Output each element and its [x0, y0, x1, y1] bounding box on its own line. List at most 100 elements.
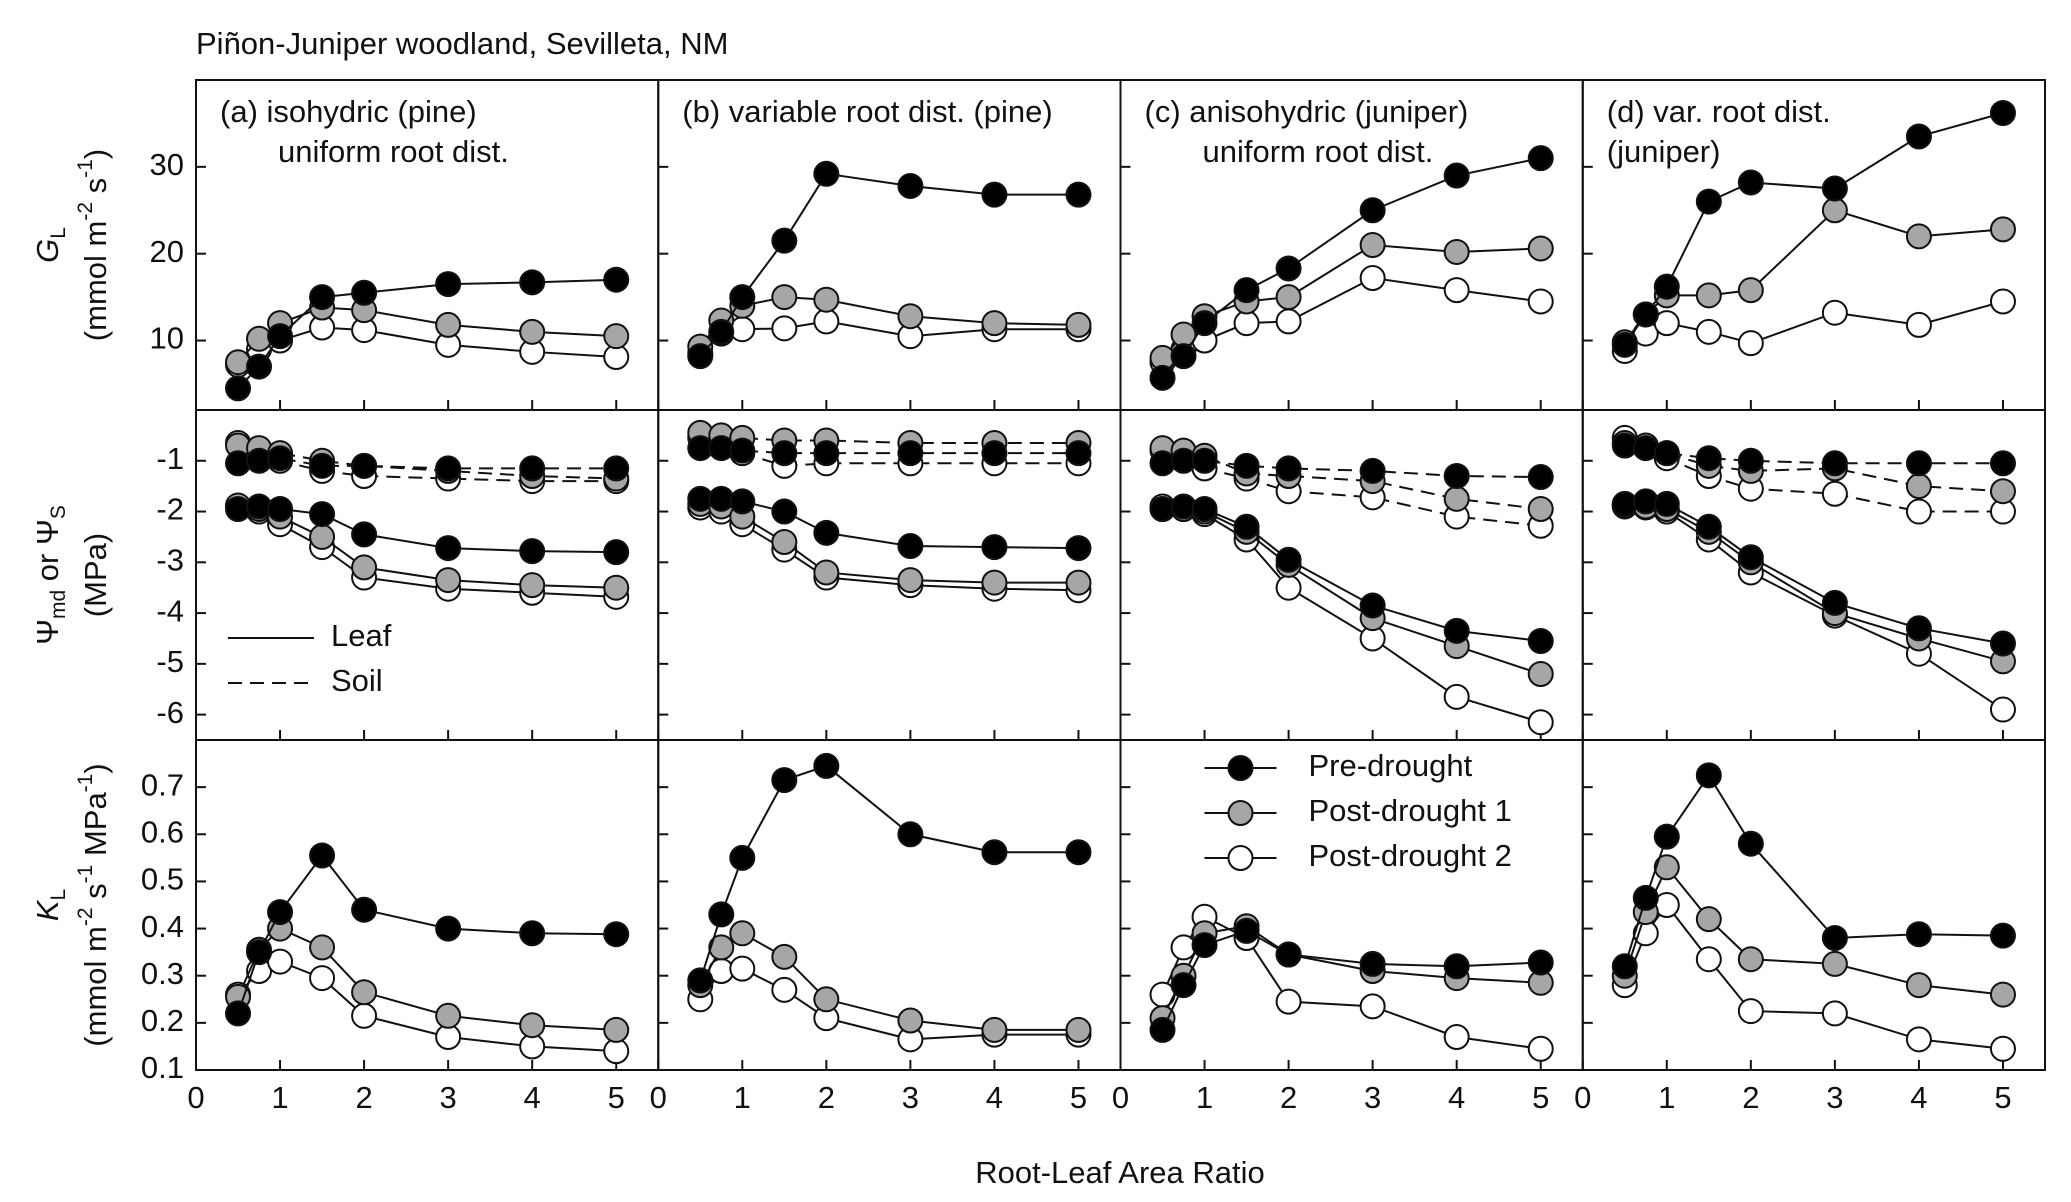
- x-tick-label: 4: [1448, 1080, 1465, 1115]
- data-point: [1065, 181, 1092, 208]
- data-point: [435, 271, 462, 298]
- y-tick-label: 0.4: [141, 909, 184, 944]
- series-line: [1623, 209, 2004, 343]
- data-point: [1527, 709, 1554, 736]
- panel-frame: [1581, 79, 2046, 411]
- data-point: [1905, 311, 1932, 338]
- data-point: [1527, 949, 1554, 976]
- data-point: [519, 455, 546, 482]
- y-tick-label: 0.3: [141, 956, 184, 991]
- data-point: [1527, 288, 1554, 315]
- data-point: [1695, 318, 1722, 345]
- data-point: [1653, 273, 1680, 300]
- data-point: [1905, 123, 1932, 150]
- data-point: [1527, 145, 1554, 172]
- legend-marker: [1227, 755, 1254, 781]
- data-point: [1065, 839, 1092, 866]
- panel-frame: [657, 79, 1122, 411]
- panel-label: (juniper): [1607, 134, 1721, 169]
- series-line: [237, 504, 617, 589]
- data-point: [1821, 175, 1848, 202]
- series-line: [237, 442, 617, 483]
- panel-frame: [1119, 739, 1584, 1071]
- data-point: [729, 284, 756, 311]
- legend-label: Post-drought 2: [1309, 838, 1512, 873]
- data-point: [1695, 762, 1722, 789]
- data-point: [1653, 440, 1680, 467]
- series-line: [700, 447, 1079, 455]
- y-axis-label-part: L: [47, 889, 70, 901]
- y-axis-label-part: -1: [74, 774, 97, 793]
- data-point: [1737, 544, 1764, 571]
- x-tick-label: 1: [1196, 1080, 1213, 1115]
- data-point: [309, 965, 336, 992]
- panel-label: (c) anisohydric (juniper): [1145, 94, 1469, 129]
- data-point: [1632, 435, 1659, 462]
- y-axis-label-part: -2: [74, 907, 97, 926]
- data-point: [1989, 450, 2016, 477]
- legend-label: Soil: [331, 663, 383, 698]
- data-point: [729, 488, 756, 515]
- series-line: [237, 927, 617, 1031]
- data-point: [309, 501, 336, 528]
- data-point: [1989, 288, 2016, 315]
- data-point: [1275, 308, 1302, 335]
- series-line: [699, 932, 1079, 1031]
- data-point: [1695, 445, 1722, 472]
- series-line: [1624, 442, 2004, 493]
- data-point: [981, 181, 1008, 208]
- series-line: [1624, 504, 2004, 663]
- y-axis-label-part: -2: [74, 202, 97, 221]
- data-point: [435, 535, 462, 562]
- data-point: [519, 538, 546, 565]
- y-axis-label: GL: [30, 227, 69, 263]
- data-point: [897, 533, 924, 560]
- panel-label: uniform root dist.: [278, 134, 509, 169]
- y-tick-label: -2: [156, 492, 184, 527]
- panel-frame: [1581, 739, 2046, 1071]
- data-point: [1989, 696, 2016, 723]
- y-axis-label: Ψmd or ΨS: [30, 505, 69, 645]
- data-point: [1359, 232, 1386, 258]
- data-point: [351, 896, 378, 923]
- data-point: [351, 1002, 378, 1029]
- legend-marker: [1227, 800, 1254, 826]
- data-point: [1527, 496, 1554, 522]
- x-tick-label: 5: [1994, 1080, 2011, 1115]
- x-tick-label: 5: [608, 1080, 625, 1115]
- data-point: [813, 559, 840, 586]
- data-point: [813, 986, 840, 1013]
- x-tick-label: 1: [271, 1080, 288, 1115]
- data-point: [1737, 946, 1764, 973]
- data-point: [246, 939, 273, 966]
- data-point: [981, 534, 1008, 561]
- data-point: [729, 844, 756, 871]
- data-point: [1905, 498, 1932, 525]
- data-point: [1191, 310, 1218, 337]
- y-axis-label: (mmol m-2 s-1 MPa-1): [74, 763, 114, 1046]
- data-point: [771, 976, 798, 1003]
- data-point: [897, 1007, 924, 1034]
- data-point: [813, 440, 840, 467]
- data-point: [225, 375, 252, 402]
- data-point: [309, 523, 336, 550]
- data-point: [1233, 452, 1260, 479]
- data-point: [351, 554, 378, 581]
- data-point: [771, 284, 798, 311]
- data-point: [1359, 197, 1386, 224]
- x-tick-label: 3: [902, 1080, 919, 1115]
- series-line: [237, 444, 617, 480]
- data-point: [1191, 447, 1218, 474]
- data-point: [1632, 301, 1659, 328]
- series-line: [237, 960, 617, 1053]
- data-point: [771, 315, 798, 342]
- data-point: [1443, 953, 1470, 980]
- data-point: [1737, 330, 1764, 357]
- data-point: [1989, 630, 2016, 657]
- y-axis-label-part: S: [47, 505, 70, 519]
- data-point: [267, 496, 294, 522]
- y-axis-label-part: md: [47, 590, 70, 619]
- data-point: [1443, 277, 1470, 304]
- data-point: [351, 979, 378, 1006]
- x-tick-label: 3: [1364, 1080, 1381, 1115]
